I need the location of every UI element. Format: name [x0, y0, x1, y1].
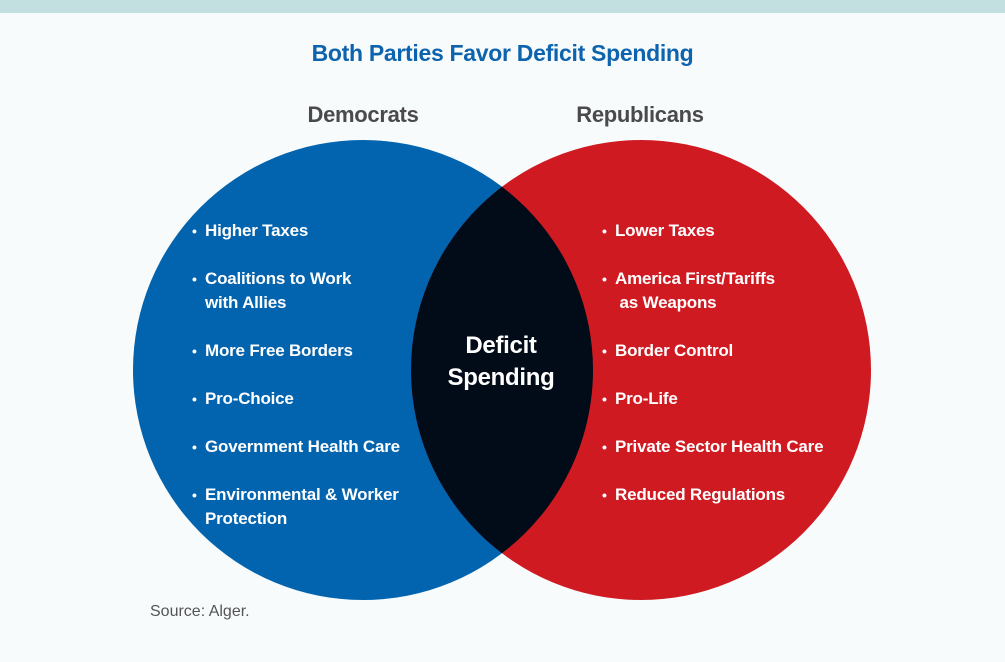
- overlap-label-line2: Spending: [447, 364, 555, 391]
- list-item: More Free Borders: [192, 339, 400, 363]
- list-item: Border Control: [602, 339, 823, 363]
- overlap-label: Deficit Spending: [410, 330, 592, 394]
- list-item: Environmental & Worker Protection: [192, 483, 400, 531]
- list-item: Reduced Regulations: [602, 483, 823, 507]
- democrats-label: Democrats: [307, 102, 419, 127]
- top-band: [0, 0, 1005, 13]
- list-item: Pro-Life: [602, 387, 823, 411]
- diagram-title: Both Parties Favor Deficit Spending: [311, 40, 694, 66]
- source-note: Source: Alger.: [150, 603, 250, 620]
- list-item: Lower Taxes: [602, 219, 823, 243]
- overlap-label-line1: Deficit: [465, 332, 537, 359]
- list-item: Pro-Choice: [192, 387, 400, 411]
- democrats-list: Higher Taxes Coalitions to Work with All…: [192, 219, 400, 555]
- list-item: America First/Tariffs as Weapons: [602, 267, 823, 315]
- list-item: Higher Taxes: [192, 219, 400, 243]
- list-item: Coalitions to Work with Allies: [192, 267, 400, 315]
- list-item: Government Health Care: [192, 435, 400, 459]
- republicans-list: Lower Taxes America First/Tariffs as Wea…: [602, 219, 824, 531]
- list-item: Private Sector Health Care: [602, 435, 824, 459]
- republicans-label: Republicans: [576, 102, 704, 127]
- overlap-region: [411, 140, 593, 600]
